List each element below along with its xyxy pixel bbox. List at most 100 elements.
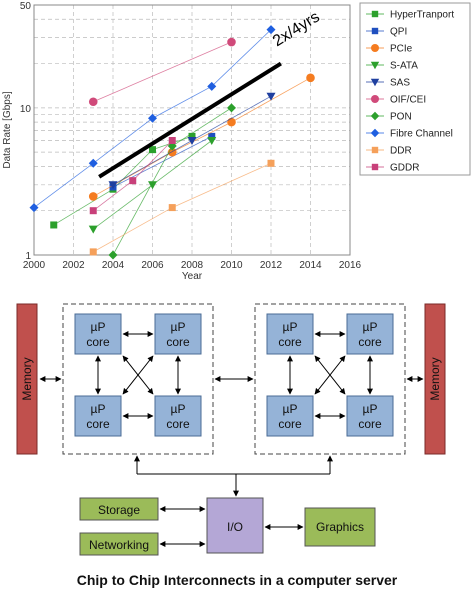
legend-entry: Fibre Channel	[366, 129, 453, 140]
data-point	[227, 37, 236, 47]
data-point	[207, 81, 217, 91]
chart-grid	[33, 4, 351, 256]
core-label-line1: µP	[363, 320, 378, 334]
x-tick-label: 2016	[339, 260, 362, 271]
plot-frame	[33, 4, 351, 256]
memory-right	[424, 303, 446, 455]
x-tick-label: 2008	[181, 260, 204, 271]
core-box	[154, 313, 202, 355]
legend-label: QPI	[390, 27, 407, 38]
core-label-line2: core	[278, 417, 302, 431]
legend-label: PCIe	[390, 44, 413, 55]
data-point	[88, 192, 98, 201]
data-point	[267, 159, 275, 167]
data-point	[188, 132, 196, 140]
y-axis-label: Data Rate [Gbps]	[2, 91, 13, 168]
data-point	[168, 136, 176, 144]
data-point	[89, 207, 97, 215]
y-tick-label: 10	[20, 104, 32, 115]
io-hub	[206, 497, 264, 554]
storage-box	[79, 497, 159, 521]
legend-entry: S-ATA	[366, 61, 418, 72]
legend-label: DDR	[390, 146, 412, 157]
core-label-line2: core	[86, 417, 110, 431]
core-box	[74, 395, 122, 437]
legend-box	[359, 2, 471, 176]
graphics-box	[304, 507, 376, 547]
processor-package-left	[62, 303, 214, 455]
core-box	[346, 313, 394, 355]
legend-marker	[371, 27, 379, 35]
core-label-line1: µP	[363, 402, 378, 416]
core-label-line2: core	[166, 417, 190, 431]
legend-entry: OIF/CEI	[366, 95, 426, 106]
core-grid: µPcoreµPcoreµPcoreµPcoreµPcoreµPcoreµPco…	[74, 313, 394, 437]
data-point	[149, 146, 156, 154]
legend-marker	[370, 128, 380, 138]
legend-entry: HyperTranport	[366, 10, 454, 21]
networking-box	[79, 532, 159, 556]
data-point	[227, 103, 236, 113]
networking-label: Networking	[89, 538, 149, 552]
data-point	[29, 203, 39, 213]
server-interconnect-diagram: Memory Memory µPcoreµPcoreµPcoreµPcoreµP…	[16, 303, 446, 556]
legend-marker	[370, 111, 380, 121]
y-tick-labels: 1 10 50	[20, 1, 32, 262]
data-point	[88, 225, 98, 234]
legend-entry: QPI	[366, 27, 407, 38]
x-tick-label: 2010	[220, 260, 243, 271]
legend-marker	[371, 44, 379, 52]
core-label-line2: core	[86, 335, 110, 349]
legend-label: PON	[390, 112, 412, 123]
legend-marker	[371, 146, 379, 154]
legend-entry: SAS	[366, 78, 410, 89]
data-point	[88, 97, 98, 107]
core-label-line2: core	[358, 417, 382, 431]
x-tick-label: 2006	[141, 260, 164, 271]
core-label-line1: µP	[283, 320, 298, 334]
memory-left	[16, 303, 38, 455]
x-tick-label: 2000	[23, 260, 46, 271]
series-line	[93, 41, 232, 103]
data-point	[88, 158, 98, 168]
data-point	[129, 177, 137, 185]
storage-label: Storage	[98, 503, 140, 517]
core-box	[266, 313, 314, 355]
y-tick-label: 50	[20, 1, 32, 12]
x-tick-label: 2012	[260, 260, 283, 271]
core-link	[122, 355, 154, 395]
data-point	[50, 221, 58, 229]
core-link	[314, 355, 346, 395]
legend-marker	[370, 61, 380, 70]
data-point	[306, 73, 315, 83]
series-line	[93, 77, 311, 197]
data-point	[266, 25, 276, 35]
figure-caption: Chip to Chip Interconnects in a computer…	[76, 572, 398, 588]
core-box	[74, 313, 122, 355]
memory-left-label: Memory	[20, 357, 34, 400]
core-box	[266, 395, 314, 437]
data-point	[227, 117, 236, 127]
legend-entry: GDDR	[366, 163, 419, 174]
core-label-line2: core	[166, 335, 190, 349]
trend-line	[98, 61, 282, 179]
data-point	[108, 181, 118, 190]
core-label-line1: µP	[91, 320, 106, 334]
graphics-label: Graphics	[316, 520, 364, 534]
data-point	[148, 181, 157, 190]
x-tick-label: 2002	[62, 260, 85, 271]
y-tick-label: 1	[25, 251, 31, 262]
data-point	[89, 248, 97, 256]
legend-marker	[371, 95, 379, 103]
legend-label: Fibre Channel	[390, 129, 453, 140]
legend-entry: DDR	[366, 146, 412, 157]
data-rate-chart: 2x/4yrs 2000 2002 2004 2006 2008 2010 2012 2014…	[2, 1, 471, 282]
legend-label: SAS	[390, 78, 410, 89]
core-label-line1: µP	[91, 402, 106, 416]
x-tick-label: 2014	[299, 260, 322, 271]
legend-label: HyperTranport	[390, 10, 454, 21]
core-label-line2: core	[358, 335, 382, 349]
x-tick-label: 2004	[102, 260, 125, 271]
processor-package-right	[254, 303, 406, 455]
data-point	[208, 132, 216, 140]
